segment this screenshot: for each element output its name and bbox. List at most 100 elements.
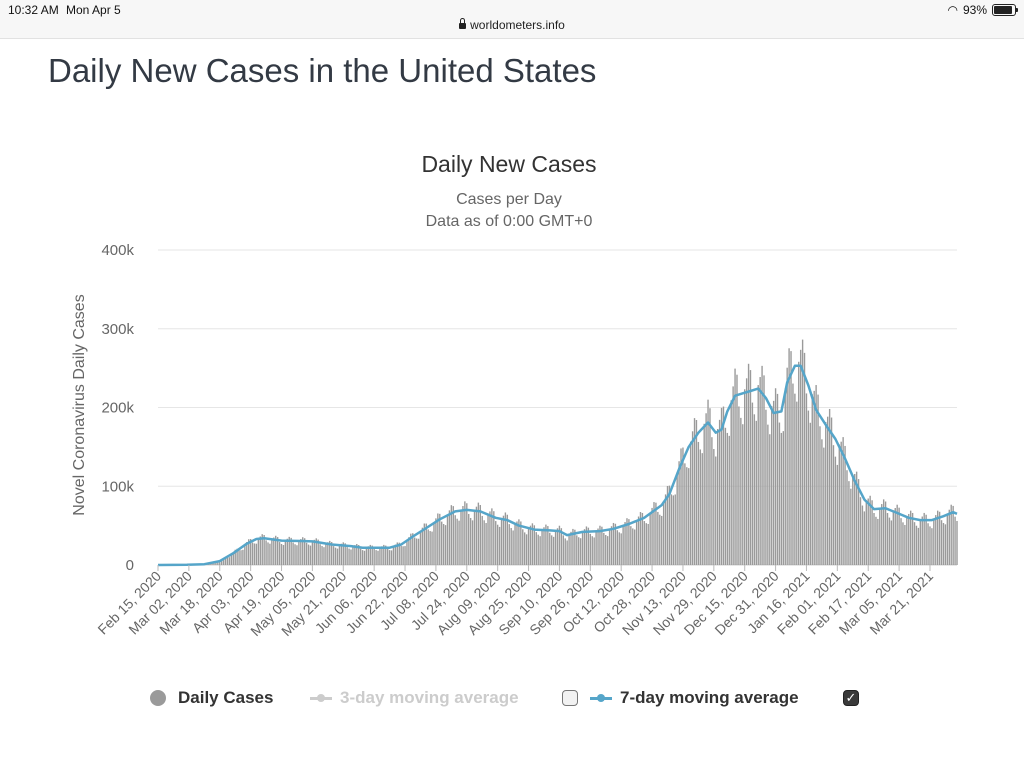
daily-cases-bar bbox=[630, 526, 632, 565]
daily-cases-bar bbox=[504, 512, 507, 565]
daily-cases-bar bbox=[913, 522, 916, 565]
daily-cases-bar bbox=[394, 544, 397, 565]
daily-cases-bar bbox=[763, 375, 765, 565]
daily-cases-bar bbox=[226, 557, 229, 565]
daily-cases-bar bbox=[217, 561, 219, 565]
daily-cases-bar bbox=[782, 431, 784, 565]
daily-cases-bar bbox=[298, 540, 300, 565]
daily-cases-bar bbox=[707, 399, 709, 565]
daily-cases-bar bbox=[379, 547, 381, 565]
daily-cases-bar bbox=[682, 447, 684, 565]
daily-cases-bar bbox=[921, 516, 923, 565]
daily-cases-bar bbox=[867, 498, 869, 565]
daily-cases-bar bbox=[263, 535, 265, 565]
daily-cases-bar bbox=[809, 422, 812, 565]
daily-cases-bar bbox=[906, 516, 908, 565]
daily-cases-bar bbox=[942, 523, 945, 565]
daily-cases-bar bbox=[255, 543, 258, 565]
daily-cases-bar bbox=[244, 544, 246, 565]
legend-ma7[interactable]: 7-day moving average bbox=[590, 688, 799, 708]
daily-cases-bar bbox=[757, 385, 759, 565]
daily-cases-bar bbox=[576, 535, 578, 565]
address-bar[interactable]: worldometers.info bbox=[0, 18, 1024, 32]
daily-cases-bar bbox=[552, 536, 555, 565]
daily-cases-bar bbox=[948, 509, 950, 565]
daily-cases-bar bbox=[437, 513, 439, 565]
daily-cases-bar bbox=[709, 408, 711, 565]
legend-ma3[interactable]: 3-day moving average bbox=[310, 688, 519, 708]
daily-cases-bar bbox=[469, 517, 472, 565]
daily-cases-bar bbox=[485, 523, 487, 565]
url-text[interactable]: worldometers.info bbox=[470, 18, 565, 32]
daily-cases-bar bbox=[815, 385, 817, 565]
daily-cases-bar bbox=[520, 521, 522, 565]
daily-cases-bar bbox=[819, 426, 821, 565]
ma3-checkbox[interactable] bbox=[562, 690, 578, 706]
ma7-checkbox[interactable]: ✓ bbox=[843, 690, 859, 706]
daily-cases-bar bbox=[620, 533, 622, 565]
daily-cases-bar bbox=[670, 494, 673, 565]
daily-cases-bar bbox=[570, 531, 572, 565]
status-indicators: ◠ 93% bbox=[947, 3, 1018, 17]
daily-cases-bar bbox=[684, 463, 686, 565]
daily-cases-bar bbox=[599, 525, 601, 565]
daily-cases-bar bbox=[466, 503, 468, 565]
daily-cases-bar bbox=[935, 515, 937, 565]
daily-cases-bar bbox=[423, 523, 426, 565]
daily-cases-bar bbox=[358, 545, 360, 565]
daily-cases-bar bbox=[944, 524, 947, 565]
daily-cases-bar bbox=[888, 517, 891, 565]
daily-cases-bar bbox=[248, 539, 250, 565]
daily-cases-bar bbox=[892, 510, 895, 565]
daily-cases-bar bbox=[230, 554, 233, 565]
daily-cases-bar bbox=[919, 519, 922, 565]
daily-cases-bar bbox=[882, 499, 885, 565]
daily-cases-bar bbox=[257, 538, 260, 565]
daily-cases-bar bbox=[855, 471, 858, 565]
daily-cases-bar bbox=[392, 546, 395, 565]
daily-cases-bar bbox=[313, 539, 316, 565]
daily-cases-bar bbox=[869, 495, 871, 565]
daily-cases-bar bbox=[583, 529, 586, 565]
daily-cases-bar bbox=[605, 535, 607, 565]
daily-cases-bar bbox=[956, 520, 958, 565]
chart-subtitle-date: Data as of 0:00 GMT+0 bbox=[426, 213, 593, 230]
daily-cases-bar bbox=[417, 538, 420, 565]
legend-ma3-label: 3-day moving average bbox=[340, 688, 519, 707]
daily-cases-bar bbox=[842, 437, 844, 565]
daily-cases-bar bbox=[813, 390, 815, 565]
daily-cases-bar bbox=[329, 540, 331, 565]
daily-cases-bar bbox=[350, 549, 352, 565]
daily-cases-bar bbox=[514, 522, 516, 565]
daily-cases-bar bbox=[431, 531, 433, 565]
daily-cases-bar bbox=[931, 528, 933, 565]
daily-cases-bar bbox=[608, 528, 611, 565]
daily-cases-bar bbox=[755, 420, 757, 565]
daily-cases-bar bbox=[740, 417, 742, 565]
daily-cases-bar bbox=[898, 507, 900, 565]
daily-cases-bar bbox=[925, 514, 927, 565]
daily-cases-bar bbox=[444, 525, 447, 565]
chart-subtitle: Cases per Day bbox=[456, 191, 562, 208]
daily-cases-bar bbox=[371, 545, 373, 565]
daily-cases-bar bbox=[361, 550, 364, 565]
daily-cases-bar bbox=[902, 522, 904, 565]
daily-cases-bar bbox=[678, 461, 680, 565]
daily-cases-bar bbox=[718, 419, 721, 565]
legend-daily-cases[interactable]: Daily Cases bbox=[150, 688, 273, 708]
daily-cases-bar bbox=[676, 472, 678, 565]
daily-cases-bar bbox=[566, 540, 568, 565]
daily-cases-bar bbox=[296, 545, 298, 565]
daily-cases-bar bbox=[344, 543, 346, 565]
legend-daily-cases-label: Daily Cases bbox=[178, 688, 274, 707]
daily-cases-bar bbox=[508, 524, 510, 565]
daily-cases-bar bbox=[601, 526, 603, 565]
daily-cases-bar bbox=[788, 348, 790, 565]
daily-cases-bar bbox=[589, 533, 592, 565]
daily-cases-bar bbox=[427, 529, 429, 565]
daily-cases-bar bbox=[585, 526, 588, 565]
daily-cases-bar bbox=[433, 522, 435, 565]
daily-cases-bar bbox=[498, 526, 501, 565]
daily-cases-bar bbox=[857, 479, 860, 565]
